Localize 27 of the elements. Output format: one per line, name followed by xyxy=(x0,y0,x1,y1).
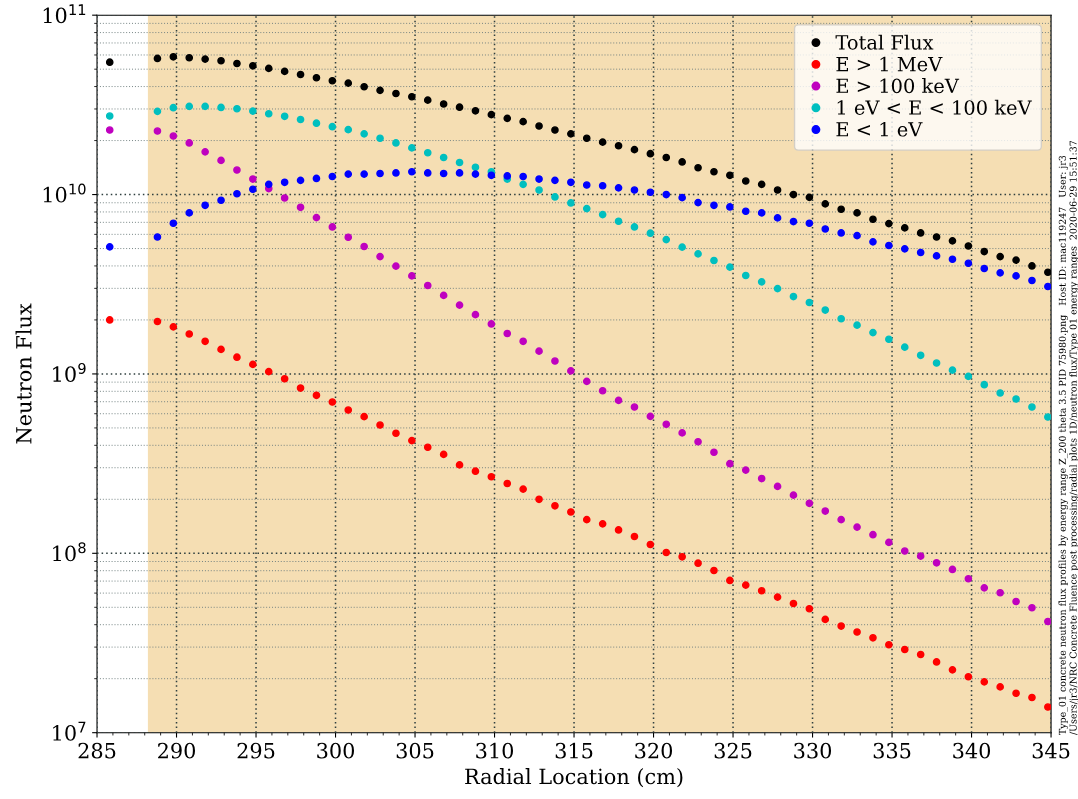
x-tick-label: 345 xyxy=(1032,742,1070,759)
x-tick-label: 325 xyxy=(714,742,752,759)
x-tick-label: 315 xyxy=(555,742,593,759)
x-tick-label: 320 xyxy=(635,742,673,759)
legend-label: 1 eV < E < 100 keV xyxy=(837,99,1032,115)
y-tick-label: 10$^{8}$ xyxy=(53,542,86,562)
legend-label: Total Flux xyxy=(835,34,934,50)
y-tick-label: 10$^{7}$ xyxy=(53,721,86,741)
text: /Users/jr3/NRC Concrete Fluence post processing/radial plots 1D/neutron flux/Type 01 energy ranges 2020-06-29 15:51:37 xyxy=(1069,140,1078,736)
y-tick-label: 10$^{11}$ xyxy=(43,4,86,24)
x-tick-label: 290 xyxy=(158,742,196,759)
x-tick-label: 330 xyxy=(794,742,832,759)
text: Type_01 concrete neutron flux profiles by energy range Z_200 theta 3.5 PID 75980.png Host ID: mac119247 User: jr3 xyxy=(1058,155,1068,735)
legend-label: E < 1 eV xyxy=(836,121,923,137)
x-axis-title: Radial Location (cm) xyxy=(465,768,683,788)
x-tick-label: 310 xyxy=(476,742,514,759)
x-tick-label: 285 xyxy=(78,742,116,759)
x-tick-label: 305 xyxy=(396,742,434,759)
x-tick-label: 340 xyxy=(953,742,991,759)
y-axis-title: Neutron Flux xyxy=(15,303,32,444)
legend-label: E > 1 MeV xyxy=(836,56,943,72)
x-tick-label: 300 xyxy=(317,742,355,759)
x-tick-label: 295 xyxy=(237,742,275,759)
x-tick-label: 335 xyxy=(873,742,911,759)
y-tick-label: 10$^{10}$ xyxy=(43,183,86,203)
y-tick-label: 10$^{9}$ xyxy=(53,362,86,382)
legend-label: E > 100 keV xyxy=(836,78,960,94)
